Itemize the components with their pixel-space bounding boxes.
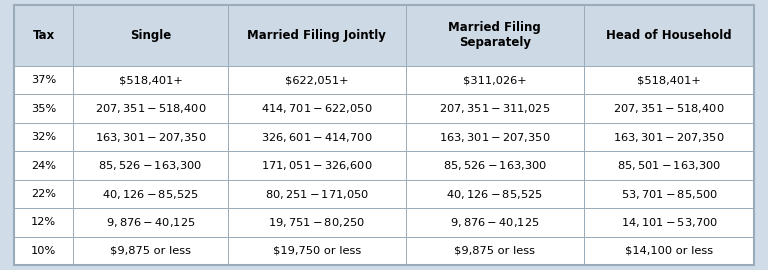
Bar	[14, 151, 73, 180]
Text: $207,351-$518,400: $207,351-$518,400	[614, 102, 725, 115]
Text: $163,301-$207,350: $163,301-$207,350	[614, 131, 725, 144]
Bar	[406, 208, 584, 237]
Bar	[584, 123, 754, 151]
Text: $53,701-$85,500: $53,701-$85,500	[621, 188, 717, 201]
Text: Married Filing
Separately: Married Filing Separately	[449, 21, 541, 49]
Bar	[406, 66, 584, 94]
Text: 32%: 32%	[31, 132, 56, 142]
Text: Tax: Tax	[32, 29, 55, 42]
Bar	[14, 237, 73, 265]
Text: Married Filing Jointly: Married Filing Jointly	[247, 29, 386, 42]
Text: $622,051+: $622,051+	[285, 75, 349, 85]
Bar	[14, 123, 73, 151]
Bar	[73, 94, 227, 123]
Bar	[14, 180, 73, 208]
Bar	[584, 5, 754, 66]
Bar	[584, 237, 754, 265]
Text: $518,401+: $518,401+	[637, 75, 701, 85]
Text: 22%: 22%	[31, 189, 56, 199]
Text: $9,875 or less: $9,875 or less	[110, 246, 191, 256]
Bar	[227, 151, 406, 180]
Text: $85,501-$163,300: $85,501-$163,300	[617, 159, 721, 172]
Text: $171,051-$326,600: $171,051-$326,600	[261, 159, 372, 172]
Bar	[14, 5, 73, 66]
Bar	[227, 94, 406, 123]
Bar	[73, 237, 227, 265]
Text: $85,526-$163,300: $85,526-$163,300	[442, 159, 547, 172]
Bar	[406, 237, 584, 265]
Text: Single: Single	[130, 29, 171, 42]
Text: $9,876-$40,125: $9,876-$40,125	[450, 216, 540, 229]
Bar	[73, 123, 227, 151]
Bar	[227, 208, 406, 237]
Bar	[73, 180, 227, 208]
Bar	[73, 66, 227, 94]
Text: 10%: 10%	[31, 246, 56, 256]
Text: $85,526-$163,300: $85,526-$163,300	[98, 159, 203, 172]
Bar	[584, 94, 754, 123]
Bar	[584, 180, 754, 208]
Bar	[406, 5, 584, 66]
Text: $19,751-$80,250: $19,751-$80,250	[268, 216, 366, 229]
Text: $414,701-$622,050: $414,701-$622,050	[261, 102, 372, 115]
Text: $207,351-$311,025: $207,351-$311,025	[439, 102, 551, 115]
Text: 24%: 24%	[31, 161, 56, 171]
Text: $40,126-$85,525: $40,126-$85,525	[102, 188, 199, 201]
Text: $326,601-$414,700: $326,601-$414,700	[261, 131, 372, 144]
Bar	[406, 151, 584, 180]
Text: 35%: 35%	[31, 104, 56, 114]
Text: $40,126-$85,525: $40,126-$85,525	[446, 188, 543, 201]
Bar	[227, 180, 406, 208]
Text: $9,875 or less: $9,875 or less	[455, 246, 535, 256]
Text: $80,251-$171,050: $80,251-$171,050	[265, 188, 369, 201]
Bar	[227, 66, 406, 94]
Text: $14,101-$53,700: $14,101-$53,700	[621, 216, 717, 229]
Text: $207,351-$518,400: $207,351-$518,400	[94, 102, 206, 115]
Text: $163,301-$207,350: $163,301-$207,350	[94, 131, 206, 144]
Bar	[14, 208, 73, 237]
Bar	[73, 208, 227, 237]
Bar	[14, 66, 73, 94]
Bar	[73, 5, 227, 66]
Text: 12%: 12%	[31, 217, 56, 227]
Bar	[227, 5, 406, 66]
Text: $518,401+: $518,401+	[118, 75, 182, 85]
Text: $9,876-$40,125: $9,876-$40,125	[106, 216, 195, 229]
Text: $311,026+: $311,026+	[463, 75, 527, 85]
Text: $14,100 or less: $14,100 or less	[625, 246, 713, 256]
Text: 37%: 37%	[31, 75, 56, 85]
Text: Head of Household: Head of Household	[606, 29, 732, 42]
Bar	[227, 123, 406, 151]
Text: $163,301-$207,350: $163,301-$207,350	[439, 131, 551, 144]
Bar	[73, 151, 227, 180]
Bar	[584, 151, 754, 180]
Bar	[227, 237, 406, 265]
Text: $19,750 or less: $19,750 or less	[273, 246, 361, 256]
Bar	[14, 94, 73, 123]
Bar	[584, 66, 754, 94]
Bar	[406, 123, 584, 151]
Bar	[406, 94, 584, 123]
Bar	[406, 180, 584, 208]
Bar	[584, 208, 754, 237]
